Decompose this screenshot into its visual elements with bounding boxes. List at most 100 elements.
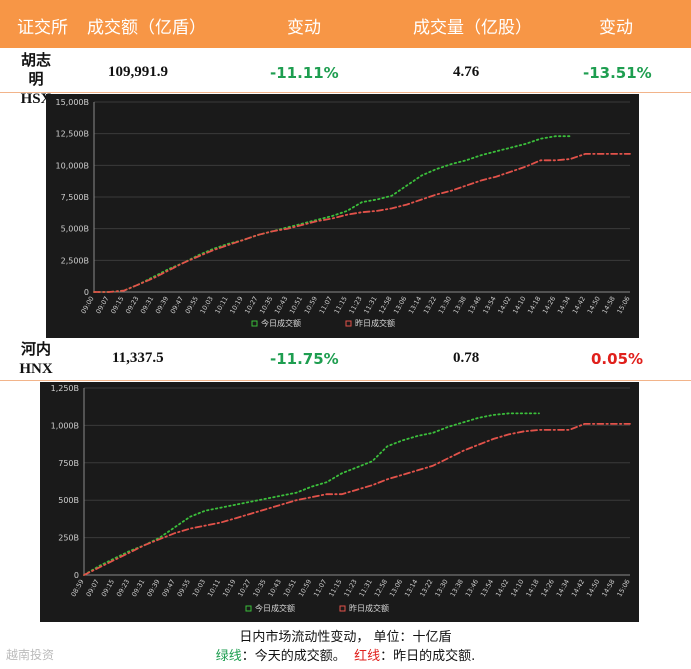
footnote-line1: 日内市场流动性变动， 单位：十亿盾 [239, 630, 452, 645]
x-tick-label: 09:47 [169, 295, 185, 315]
x-tick-label: 14:34 [556, 295, 572, 315]
header-value: 成交额（亿盾） [87, 18, 206, 38]
table-row-hnx: 河内 HNX 11,337.5 -11.75% 0.78 0.05% [0, 340, 691, 380]
volume-change: 0.05% [591, 350, 644, 368]
red-line-text: ：昨日的成交额. [380, 649, 476, 664]
x-tick-label: 14:02 [496, 295, 512, 315]
header-volume: 成交量（亿股） [413, 18, 532, 38]
x-tick-label: 14:42 [570, 578, 586, 598]
legend-marker-today [251, 320, 258, 327]
x-tick-label: 11:07 [312, 578, 328, 598]
volume-change: -13.51% [583, 64, 652, 82]
x-tick-label: 09:15 [100, 578, 116, 598]
x-tick-label: 13:46 [464, 578, 480, 598]
x-tick-label: 12:58 [377, 295, 393, 315]
hnx-liquidity-chart: 0 250B 500B 750B 1,000B 1,250B 08:59 09:07 09:15… [40, 382, 639, 622]
legend-label-yesterday: 昨日成交额 [349, 603, 389, 613]
x-tick-label: 13:54 [481, 295, 497, 315]
trading-value: 11,337.5 [112, 350, 164, 366]
y-tick-label: 250B [58, 534, 79, 543]
x-tick-label: 10:03 [191, 578, 207, 598]
x-tick-label: 14:26 [541, 295, 557, 315]
trading-value: 109,991.9 [108, 64, 168, 80]
x-tick-label: 10:27 [243, 295, 259, 315]
x-tick-label: 15:06 [615, 295, 631, 315]
hsx-liquidity-chart: 0 2,500B 5,000B 7,500B 10,000B 12,500B 15,000B… [46, 94, 639, 338]
x-tick-label: 09:07 [94, 295, 110, 315]
x-tick-label: 13:22 [418, 578, 434, 598]
series-line-yesterday [93, 153, 631, 293]
x-tick-label: 10:51 [282, 578, 298, 598]
x-tick-label: 10:59 [303, 295, 319, 315]
x-tick-label: 13:38 [452, 295, 468, 315]
x-tick-label: 08:59 [69, 578, 85, 598]
x-tick-label: 14:58 [601, 295, 617, 315]
row-separator [0, 92, 691, 93]
y-tick-label: 5,000B [61, 225, 89, 234]
x-tick-label: 09:23 [115, 578, 131, 598]
x-tick-label: 09:31 [130, 578, 146, 598]
x-tick-label: 10:35 [251, 578, 267, 598]
x-tick-label: 09:00 [79, 295, 95, 315]
red-line-label: 红线 [354, 649, 381, 664]
header-volume-change: 变动 [599, 18, 633, 38]
watermark: 越南投资 [6, 648, 55, 662]
y-tick-label: 0 [84, 288, 89, 297]
x-tick-label: 09:55 [176, 578, 192, 598]
x-tick-label: 09:47 [160, 578, 176, 598]
x-tick-label: 12:58 [373, 578, 389, 598]
x-tick-label: 09:15 [109, 295, 125, 315]
x-tick-label: 13:46 [467, 295, 483, 315]
x-tick-label: 10:59 [297, 578, 313, 598]
series-line-yesterday [83, 423, 631, 576]
series-line-today [83, 412, 540, 576]
x-tick-label: 11:23 [347, 295, 363, 315]
x-tick-label: 10:19 [228, 295, 244, 315]
y-tick-label: 1,250B [51, 384, 79, 393]
header-value-change: 变动 [287, 18, 321, 38]
x-tick-label: 10:43 [273, 295, 289, 315]
x-tick-label: 09:23 [124, 295, 140, 315]
x-tick-label: 10:19 [221, 578, 237, 598]
exchange-name-cn: 胡志明 [20, 53, 51, 88]
y-tick-label: 1,000B [51, 421, 79, 430]
x-tick-label: 14:58 [600, 578, 616, 598]
x-tick-label: 11:23 [342, 578, 358, 598]
row-separator [0, 380, 691, 381]
series-line-today [93, 135, 572, 293]
x-tick-label: 13:38 [449, 578, 465, 598]
x-tick-label: 14:50 [586, 295, 602, 315]
x-tick-label: 14:42 [571, 295, 587, 315]
x-tick-label: 13:22 [422, 295, 438, 315]
y-tick-label: 7,500B [61, 193, 89, 202]
legend-label-today: 今日成交额 [255, 603, 295, 613]
exchange-code: HNX [19, 361, 53, 377]
x-tick-label: 11:07 [318, 295, 334, 315]
table-header: 证交所 成交额（亿盾） 变动 成交量（亿股） 变动 [0, 0, 691, 48]
x-tick-label: 14:02 [494, 578, 510, 598]
x-tick-label: 13:30 [433, 578, 449, 598]
x-tick-label: 09:31 [139, 295, 155, 315]
x-tick-label: 14:10 [509, 578, 525, 598]
x-tick-label: 13:30 [437, 295, 453, 315]
table-row-hsx: 胡志明 HSX 109,991.9 -11.11% 4.76 -13.51% [0, 48, 691, 107]
y-tick-label: 0 [74, 571, 79, 580]
y-tick-label: 12,500B [56, 130, 89, 139]
header-exchange: 证交所 [17, 18, 68, 38]
y-tick-label: 750B [58, 459, 79, 468]
exchange-code: HSX [20, 91, 52, 107]
x-tick-label: 10:11 [206, 578, 222, 598]
x-tick-label: 13:06 [392, 295, 408, 315]
x-tick-label: 10:51 [288, 295, 304, 315]
trading-volume: 0.78 [453, 350, 480, 366]
x-tick-label: 13:54 [479, 578, 495, 598]
exchange-name-cn: 河内 [20, 342, 51, 358]
green-line-label: 绿线 [215, 649, 242, 664]
x-tick-label: 10:11 [213, 295, 229, 315]
hnx-chart-svg: 0 250B 500B 750B 1,000B 1,250B 08:5909:0709:15… [51, 384, 632, 613]
x-tick-label: 11:31 [362, 295, 378, 315]
x-tick-label: 09:39 [145, 578, 161, 598]
x-tick-label: 13:14 [407, 295, 423, 315]
legend-marker-yesterday [345, 320, 352, 327]
x-tick-label: 15:06 [615, 578, 631, 598]
